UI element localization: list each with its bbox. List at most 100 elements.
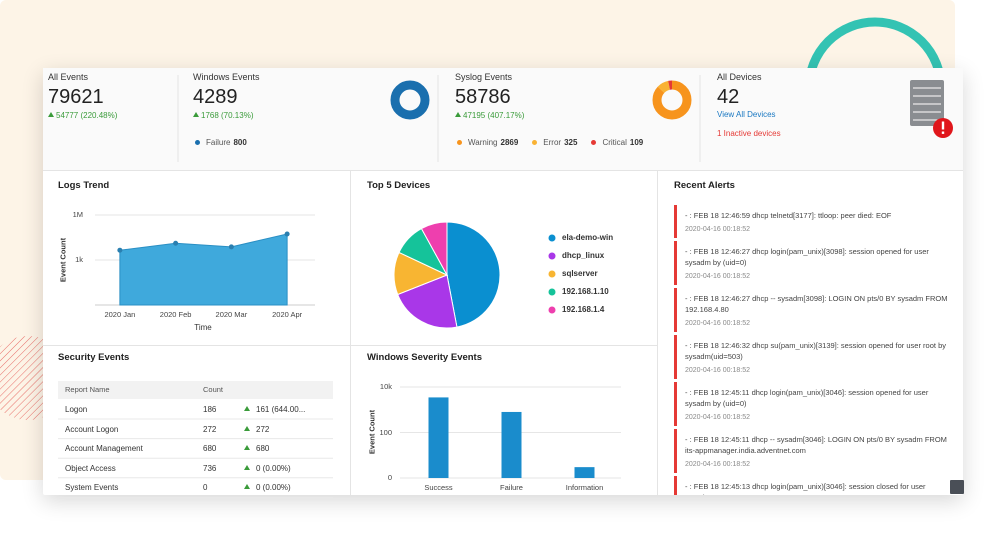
summary-value: 42: [717, 86, 740, 108]
y-tick-label: 100: [379, 427, 392, 437]
up-arrow: [244, 425, 250, 431]
legend-label: dhcp_linux: [562, 251, 605, 260]
y-tick-label: 0: [387, 473, 392, 482]
report-name: Object Access: [65, 463, 116, 473]
y-axis-label: Event Count: [58, 237, 68, 283]
bar: [501, 411, 522, 478]
alert-item: - : FEB 18 12:46:59 dhcp telnetd[3177]: …: [674, 205, 957, 238]
summary-change: 1768 (70.13%): [201, 111, 254, 120]
legend-count: 2869: [500, 138, 519, 147]
panel-title: Logs Trend: [58, 180, 110, 191]
panel-title: Security Events: [58, 352, 130, 363]
report-count: 680: [203, 444, 217, 454]
panel-title: Top 5 Devices: [367, 180, 431, 191]
up-arrow: [244, 406, 250, 411]
area: [119, 233, 288, 306]
alert-time: 2020-04-16 00:18:52: [685, 461, 750, 468]
y-axis-label: Event Count: [367, 409, 377, 455]
y-tick-label: 1k: [75, 255, 83, 264]
up-arrow: [193, 112, 199, 117]
x-tick-label: 2020 Mar: [215, 310, 248, 319]
point: [117, 247, 123, 253]
legend-dot: [548, 306, 556, 314]
alert-time: 2020-04-16 00:18:52: [685, 414, 750, 421]
report-change: 272: [256, 424, 270, 434]
bar: [574, 467, 595, 478]
alert-item: - : FEB 18 12:45:13 dhcp login(pam_unix)…: [674, 476, 957, 495]
legend-dot: [532, 140, 538, 145]
legend-label: sqlserver: [562, 269, 598, 278]
legend-label: Critical: [602, 138, 627, 147]
legend-label: Warning: [468, 138, 498, 147]
panel-title: Recent Alerts: [674, 180, 735, 191]
alert-time: 2020-04-16 00:18:52: [685, 273, 750, 280]
legend-count: 109: [629, 138, 644, 147]
x-tick-label: 2020 Apr: [272, 310, 303, 319]
alert-message: - : FEB 18 12:46:27 dhcp login(pam_unix)…: [685, 247, 929, 267]
summary-title: All Devices: [717, 72, 762, 82]
report-change: 680: [256, 444, 270, 454]
up-arrow: [244, 445, 250, 451]
report-change: 0 (0.00%): [256, 483, 291, 493]
report-count: 736: [203, 463, 217, 473]
summary-legend: Failure 800: [195, 138, 261, 147]
report-count: 0: [203, 483, 208, 493]
legend-dot: [548, 270, 556, 278]
alert-item: - : FEB 18 12:45:11 dhcp login(pam_unix)…: [674, 382, 957, 426]
legend-label: ela-demo-win: [562, 233, 614, 242]
report-count: 186: [203, 405, 217, 414]
up-arrow: [244, 484, 250, 490]
table-header-bg: [58, 381, 333, 399]
up-arrow: [455, 112, 461, 117]
report-name: Account Management: [65, 444, 143, 454]
alert-item: - : FEB 18 12:46:27 dhcp login(pam_unix)…: [674, 241, 957, 285]
alert-message: - : FEB 18 12:45:11 dhcp login(pam_unix)…: [685, 388, 929, 408]
legend-dot: [548, 288, 556, 296]
report-name: Account Logon: [65, 424, 119, 434]
alert-item: - : FEB 18 12:45:11 dhcp -- sysadm[3046]…: [674, 429, 957, 473]
point: [284, 231, 290, 237]
pie-slice: [446, 221, 501, 328]
x-tick-label: Information: [565, 483, 604, 492]
server-icon: [910, 80, 953, 138]
column-header: Report Name: [65, 385, 110, 394]
summary-value: 4289: [193, 86, 238, 108]
report-name: Logon: [65, 405, 88, 414]
dividers: [43, 75, 963, 495]
alert-message: - : FEB 18 12:46:27 dhcp -- sysadm[3098]…: [685, 294, 948, 314]
summary-change: 47195 (407.17%): [463, 111, 525, 120]
x-tick-label: 2020 Feb: [159, 310, 192, 319]
summary-title: All Events: [48, 72, 89, 82]
alert-item: - : FEB 18 12:46:32 dhcp su(pam_unix)[31…: [674, 335, 957, 379]
donut-segment: [652, 80, 692, 120]
alert-item: - : FEB 18 12:46:27 dhcp -- sysadm[3098]…: [674, 288, 957, 332]
alert-time: 2020-04-16 00:18:52: [685, 320, 750, 327]
column-header: Count: [203, 385, 224, 394]
x-axis-label: Time: [194, 323, 212, 332]
view-link[interactable]: View All Devices: [717, 110, 776, 119]
alert-time: 2020-04-16 00:18:52: [685, 367, 750, 374]
legend-dot: [195, 140, 200, 145]
donut-segment: [390, 80, 430, 120]
summary-change: 54777 (220.48%): [56, 111, 118, 120]
corner-button-icon: [950, 480, 964, 494]
point: [228, 244, 234, 250]
alert-message: - : FEB 18 12:46:32 dhcp su(pam_unix)[31…: [685, 341, 946, 361]
pie-slice: [397, 274, 458, 329]
alert-message: - : FEB 18 12:46:59 dhcp telnetd[3177]: …: [685, 211, 892, 220]
summary-bar: [43, 68, 963, 170]
x-tick-label: Failure: [500, 483, 523, 492]
summary-legend: Warning 2869 Error 325 Critical 109: [457, 138, 657, 147]
legend-dot: [548, 252, 556, 260]
summary-title: Windows Events: [193, 72, 260, 82]
legend-dot: [548, 234, 556, 242]
panel-title: Windows Severity Events: [367, 352, 483, 363]
y-tick-label: 10k: [379, 382, 392, 391]
inactive-alert: 1 Inactive devices: [717, 129, 781, 138]
point: [173, 240, 179, 246]
legend-dot: [457, 140, 462, 145]
summary-value: 58786: [455, 86, 511, 108]
legend-count: 800: [233, 138, 247, 147]
legend-label: Error: [543, 138, 562, 147]
